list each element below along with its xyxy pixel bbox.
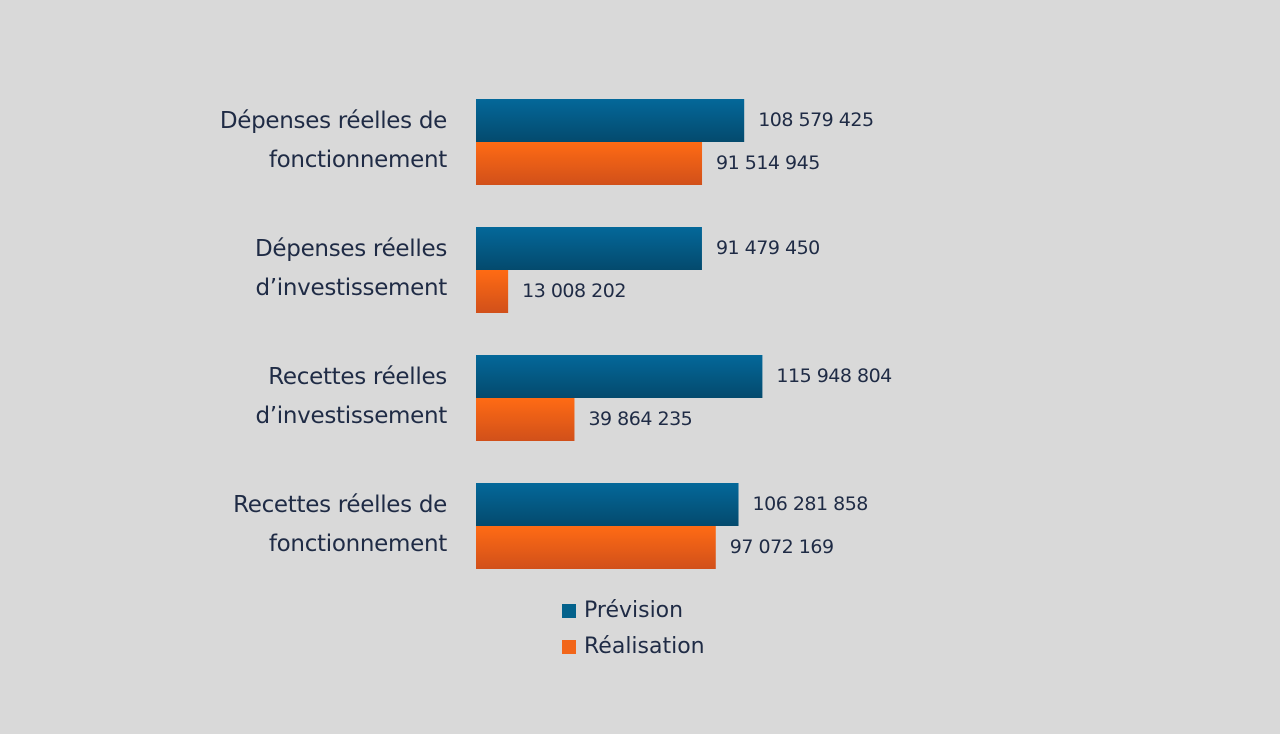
category-label: Recettes réelles d’investissement bbox=[127, 358, 448, 436]
data-label: 108 579 425 bbox=[758, 109, 874, 131]
data-label: 106 281 858 bbox=[752, 493, 869, 515]
legend-item: Prévision bbox=[562, 598, 683, 623]
data-label: 39 864 235 bbox=[588, 408, 693, 430]
data-label: 115 948 804 bbox=[776, 365, 892, 387]
category-label: Dépenses réelles d’investissement bbox=[127, 230, 447, 308]
bar-prevision bbox=[476, 99, 745, 142]
data-label: 13 008 202 bbox=[522, 280, 626, 302]
category-label-line: Dépenses réelles de bbox=[219, 108, 447, 134]
bar-realisation bbox=[476, 142, 703, 185]
bar-realisation bbox=[476, 270, 509, 313]
category-label: Recettes réelles de fonctionnement bbox=[127, 486, 447, 564]
legend-swatch bbox=[562, 603, 576, 618]
category-label-line: d’investissement bbox=[255, 403, 448, 429]
legend-label: Prévision bbox=[584, 598, 684, 623]
data-label: 91 514 945 bbox=[716, 152, 820, 174]
category-label-line: Recettes réelles de bbox=[233, 492, 447, 518]
legend-label: Réalisation bbox=[584, 634, 705, 659]
legend-swatch bbox=[562, 639, 576, 654]
bar-prevision bbox=[476, 355, 763, 398]
category-label-line: fonctionnement bbox=[268, 147, 447, 173]
category-label-line: d’investissement bbox=[255, 275, 448, 301]
category-label-line: Recettes réelles bbox=[268, 364, 447, 390]
legend-item: Réalisation bbox=[562, 634, 705, 659]
category-label-line: fonctionnement bbox=[268, 531, 447, 557]
category-label-line: Dépenses réelles bbox=[255, 236, 447, 262]
data-label: 91 479 450 bbox=[715, 237, 820, 259]
bar-realisation bbox=[476, 526, 716, 569]
bar-prevision bbox=[476, 227, 702, 270]
category-label: Dépenses réelles de fonctionnement bbox=[127, 102, 447, 180]
data-label: 97 072 169 bbox=[729, 536, 834, 558]
bar-prevision bbox=[476, 483, 739, 526]
bar-realisation bbox=[476, 398, 575, 441]
